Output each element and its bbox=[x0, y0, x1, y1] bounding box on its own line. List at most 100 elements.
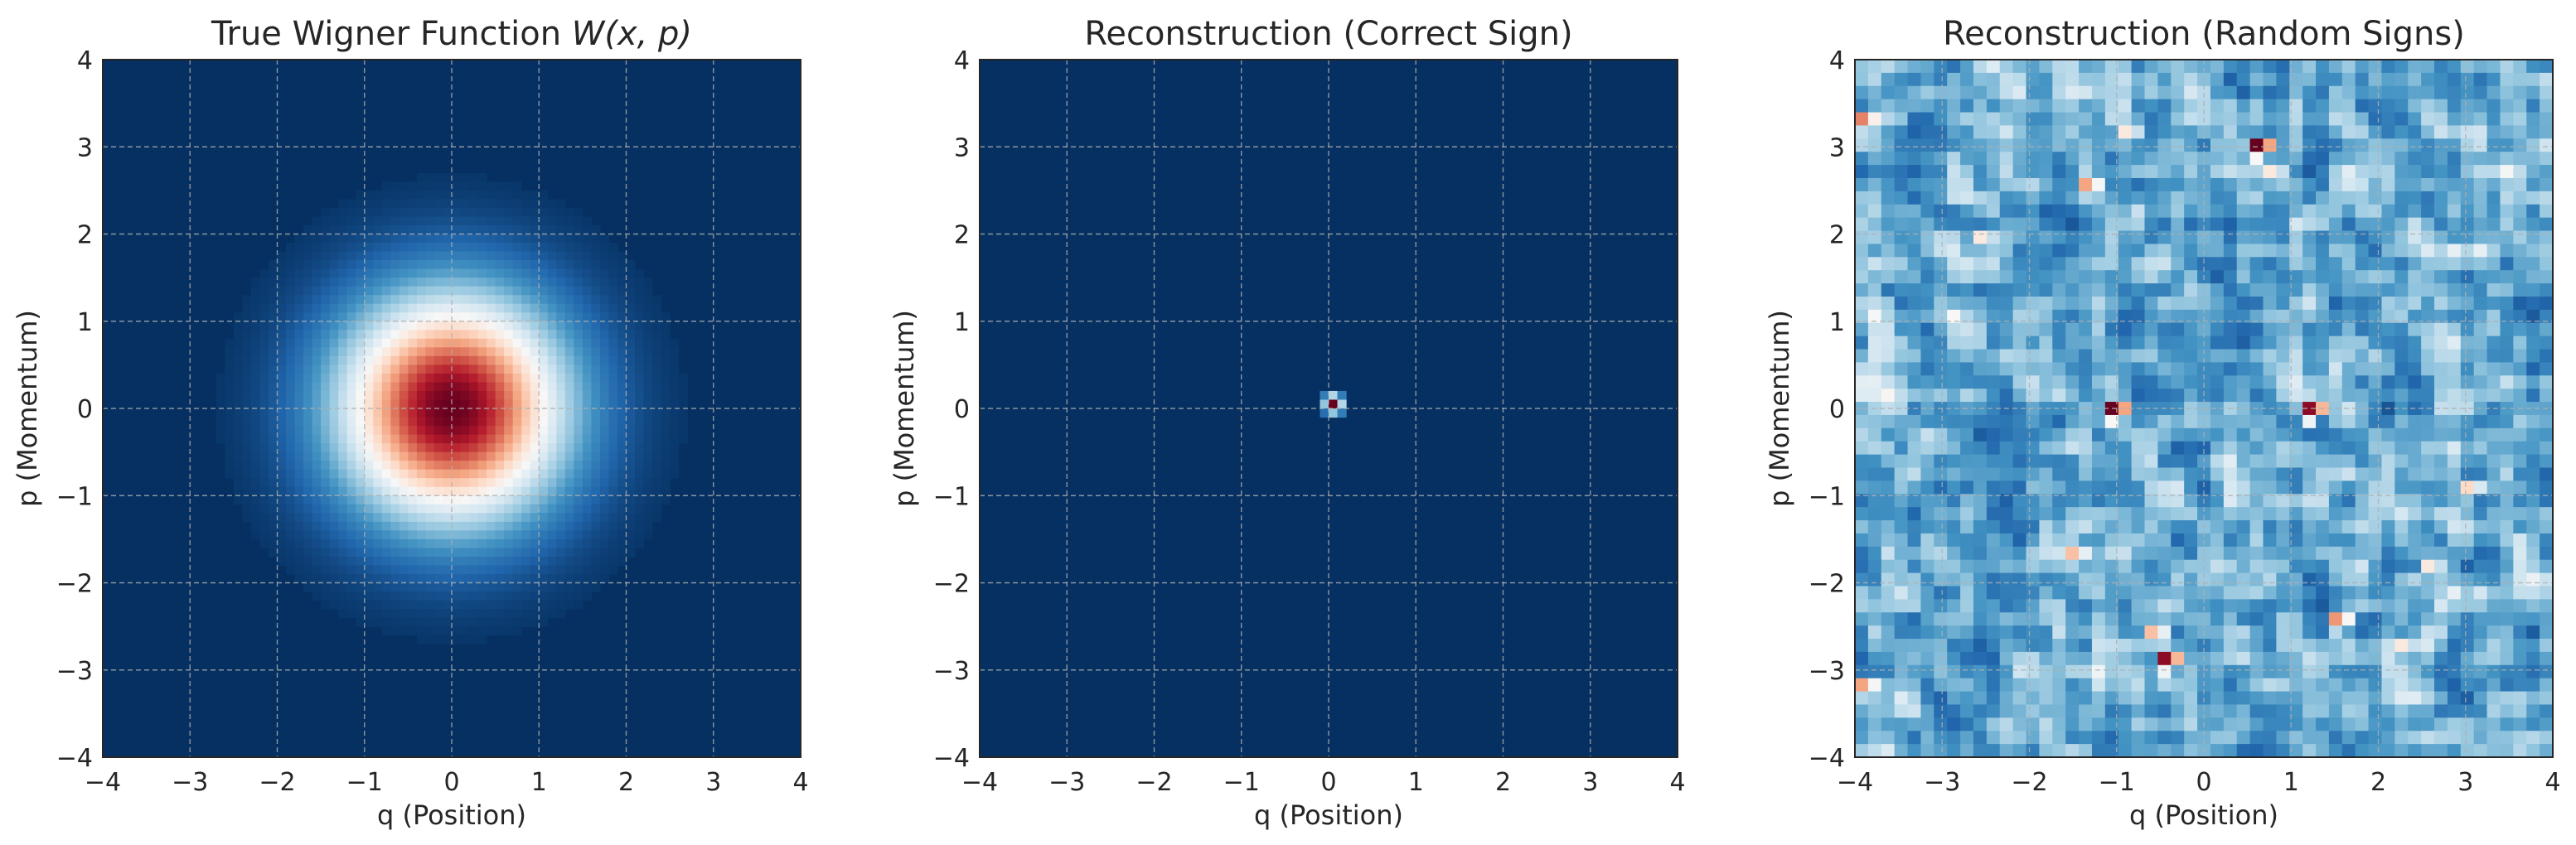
heatmap-cell bbox=[530, 390, 540, 401]
heatmap-cell bbox=[2394, 572, 2409, 587]
heatmap-cell bbox=[1999, 152, 2014, 166]
heatmap-cell bbox=[1920, 125, 1934, 139]
heatmap-cell bbox=[1907, 309, 1922, 324]
heatmap-cell bbox=[539, 426, 549, 436]
heatmap-cell bbox=[2052, 599, 2066, 613]
heatmap-cell bbox=[2052, 427, 2066, 442]
heatmap-cell bbox=[277, 347, 287, 357]
heatmap-cell bbox=[643, 347, 653, 357]
heatmap-cell bbox=[329, 556, 339, 567]
heatmap-cell bbox=[2486, 467, 2501, 481]
heatmap-cell bbox=[329, 330, 339, 340]
heatmap-cell bbox=[294, 434, 304, 444]
heatmap-cell bbox=[294, 443, 304, 453]
heatmap-cell bbox=[652, 347, 662, 357]
heatmap-cell bbox=[582, 434, 593, 444]
heatmap-cell bbox=[1867, 322, 1882, 337]
heatmap-cell bbox=[2249, 546, 2264, 561]
heatmap-cell bbox=[2065, 520, 2080, 534]
heatmap-cell bbox=[2184, 572, 2198, 587]
heatmap-cell bbox=[670, 451, 680, 461]
heatmap-cell bbox=[2500, 599, 2514, 613]
heatmap-cell bbox=[2368, 480, 2383, 495]
heatmap-cell bbox=[2065, 99, 2080, 113]
heatmap-cell bbox=[539, 573, 549, 584]
heatmap-cell bbox=[521, 365, 531, 374]
heatmap-cell bbox=[443, 303, 453, 313]
heatmap-cell bbox=[539, 303, 549, 313]
heatmap-cell bbox=[626, 461, 636, 471]
heatmap-cell bbox=[1960, 99, 1974, 113]
heatmap-cell bbox=[556, 312, 566, 322]
heatmap-cell bbox=[539, 382, 549, 392]
heatmap-cell bbox=[225, 382, 235, 392]
heatmap-cell bbox=[652, 408, 662, 418]
heatmap-cell bbox=[2302, 586, 2317, 600]
heatmap-cell bbox=[250, 338, 261, 348]
heatmap-cell bbox=[2486, 599, 2501, 613]
heatmap-cell bbox=[1855, 639, 1869, 653]
heatmap-cell bbox=[338, 573, 348, 584]
heatmap-cell bbox=[521, 530, 531, 540]
heatmap-cell bbox=[1920, 99, 1934, 113]
heatmap-cell bbox=[1894, 507, 1909, 521]
heatmap-cell bbox=[452, 312, 462, 322]
heatmap-cell bbox=[2249, 72, 2264, 87]
heatmap-cell bbox=[1855, 572, 1869, 587]
heatmap-cell bbox=[2144, 639, 2158, 653]
heatmap-cell bbox=[2065, 494, 2080, 508]
heatmap-cell bbox=[2500, 257, 2514, 271]
heatmap-cell bbox=[2540, 85, 2554, 100]
heatmap-cell bbox=[2540, 152, 2554, 166]
heatmap-cell bbox=[469, 504, 479, 514]
heatmap-cell bbox=[286, 408, 296, 418]
heatmap-cell bbox=[2500, 467, 2514, 481]
heatmap-cell bbox=[2223, 152, 2238, 166]
heatmap-cell bbox=[373, 295, 383, 305]
heatmap-cell bbox=[2289, 309, 2303, 324]
heatmap-cell bbox=[2486, 691, 2501, 706]
heatmap-cell bbox=[321, 600, 331, 610]
heatmap-cell bbox=[2473, 375, 2488, 389]
heatmap-cell bbox=[364, 225, 374, 235]
heatmap-cell bbox=[504, 538, 514, 549]
heatmap-cell bbox=[487, 190, 496, 200]
heatmap-cell bbox=[1855, 546, 1869, 561]
heatmap-cell bbox=[346, 408, 356, 418]
heatmap-cell bbox=[1986, 402, 2001, 416]
heatmap-cell bbox=[399, 556, 409, 567]
heatmap-cell bbox=[286, 434, 296, 444]
heatmap-cell bbox=[2249, 494, 2264, 508]
heatmap-cell bbox=[2144, 651, 2158, 666]
heatmap-cell bbox=[2197, 414, 2211, 429]
heatmap-cell bbox=[2408, 165, 2422, 179]
heatmap-cell bbox=[1907, 533, 1922, 548]
heatmap-cell bbox=[2263, 586, 2277, 600]
heatmap-cell bbox=[2144, 72, 2158, 87]
heatmap-cell bbox=[452, 225, 462, 235]
heatmap-cell bbox=[504, 417, 514, 427]
heatmap-cell bbox=[2263, 309, 2277, 324]
heatmap-cell bbox=[2316, 480, 2330, 495]
heatmap-cell bbox=[469, 538, 479, 549]
heatmap-cell bbox=[2276, 283, 2290, 297]
heatmap-cell bbox=[2026, 99, 2041, 113]
heatmap-cell bbox=[452, 260, 462, 270]
heatmap-cell bbox=[617, 278, 627, 287]
heatmap-cell bbox=[2328, 99, 2343, 113]
heatmap-cell bbox=[2052, 349, 2066, 363]
heatmap-cell bbox=[312, 216, 322, 226]
heatmap-cell bbox=[512, 573, 522, 584]
heatmap-cell bbox=[2289, 217, 2303, 232]
heatmap-cell bbox=[599, 303, 610, 313]
heatmap-cell bbox=[303, 225, 313, 235]
heatmap-cell bbox=[329, 434, 339, 444]
heatmap-cell bbox=[2526, 375, 2540, 389]
heatmap-cell bbox=[539, 190, 549, 200]
heatmap-cell bbox=[433, 530, 444, 540]
heatmap-cell bbox=[2197, 507, 2211, 521]
heatmap-cell bbox=[277, 426, 287, 436]
heatmap-cell bbox=[399, 260, 409, 270]
heatmap-cell bbox=[1960, 678, 1974, 693]
heatmap-cell bbox=[2065, 454, 2080, 469]
